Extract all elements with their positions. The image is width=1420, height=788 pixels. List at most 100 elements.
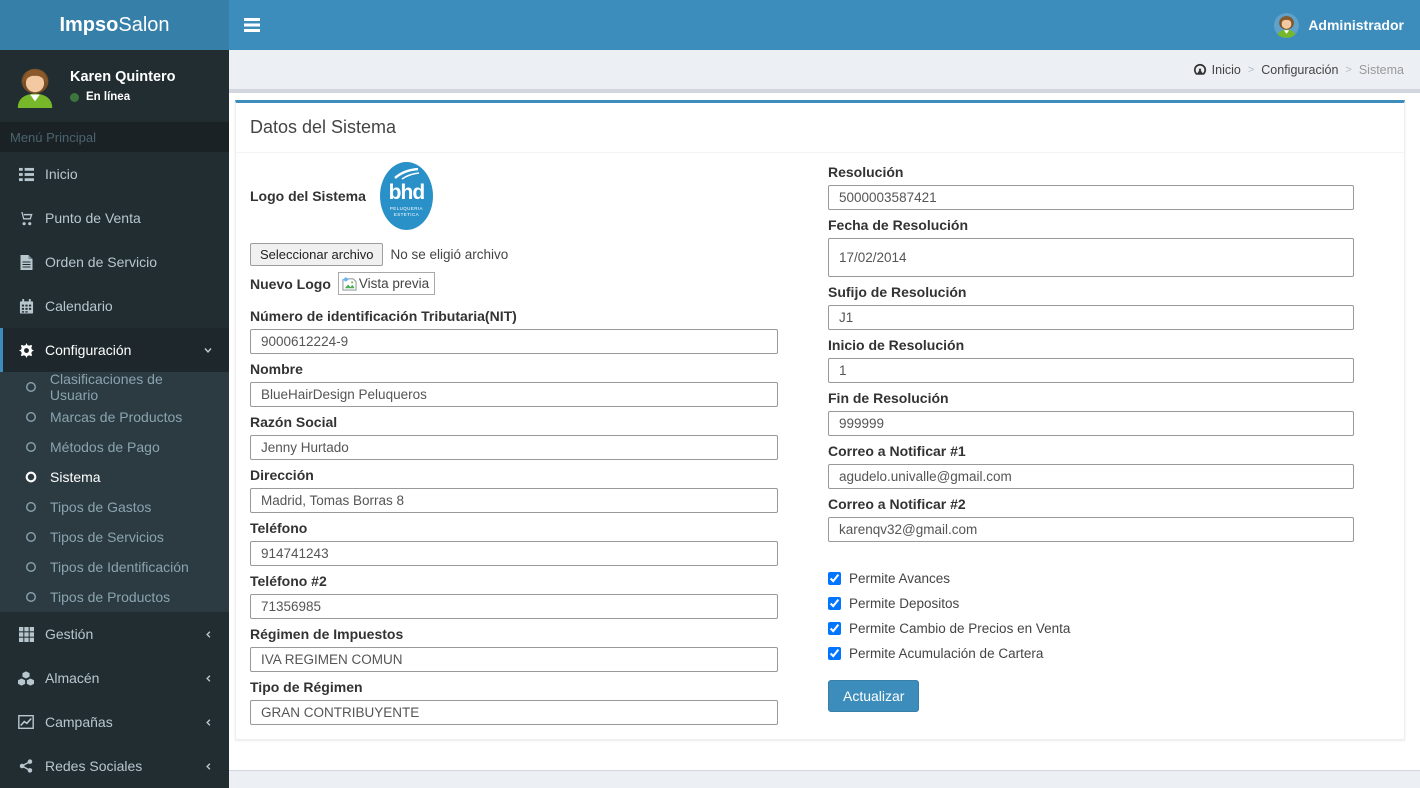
sidebar-user-panel: Karen Quintero En línea: [0, 50, 229, 122]
page-title: Datos del Sistema: [236, 103, 1404, 153]
header-user-menu[interactable]: Administrador: [1258, 0, 1420, 50]
new-logo-row: Nuevo Logo Vista previa: [250, 272, 778, 295]
circle-icon: [20, 411, 42, 423]
checkbox-label: Permite Depositos: [849, 596, 960, 611]
field-correo-2: Correo a Notificar #2: [828, 497, 1354, 542]
chevron-left-icon: [203, 629, 214, 640]
logo-label: Logo del Sistema: [250, 188, 366, 204]
chevron-down-icon: [202, 344, 214, 356]
field-razon-social: Razón Social: [250, 415, 778, 460]
system-logo-image: bhd PELUQUERIA ESTETICA: [379, 162, 433, 230]
sidebar-item-redes-sociales[interactable]: Redes Sociales: [0, 744, 229, 788]
circle-icon: [20, 531, 42, 543]
submenu-item-marcas-de-productos[interactable]: Marcas de Productos: [0, 402, 229, 432]
regimen-impuestos-input[interactable]: [250, 647, 778, 672]
submenu-item-label: Métodos de Pago: [50, 439, 160, 455]
logo-text: bhd: [388, 181, 425, 204]
submenu-item-metodos-de-pago[interactable]: Métodos de Pago: [0, 432, 229, 462]
submenu-item-tipos-de-gastos[interactable]: Tipos de Gastos: [0, 492, 229, 522]
brand-light: Salon: [118, 13, 170, 36]
navbar: Administrador: [229, 0, 1420, 50]
file-icon: [15, 254, 37, 270]
checkbox-label: Permite Cambio de Precios en Venta: [849, 621, 1071, 636]
sidebar-item-punto-de-venta[interactable]: Punto de Venta: [0, 196, 229, 240]
telefono-2-input[interactable]: [250, 594, 778, 619]
submenu-item-label: Sistema: [50, 469, 101, 485]
resolucion-input[interactable]: [828, 185, 1354, 210]
sidebar-item-label: Punto de Venta: [45, 210, 141, 226]
sidebar-item-configuracion[interactable]: Configuración: [0, 328, 229, 372]
breadcrumb: Inicio > Configuración > Sistema: [1193, 63, 1404, 77]
inicio-resolucion-input[interactable]: [828, 358, 1354, 383]
sidebar-item-gestion[interactable]: Gestión: [0, 612, 229, 656]
woman-avatar-icon: [12, 63, 58, 109]
submenu-item-label: Tipos de Identificación: [50, 559, 189, 575]
sidebar-item-orden-de-servicio[interactable]: Orden de Servicio: [0, 240, 229, 284]
form-left-column: Logo del Sistema bhd PELUQUERIA ESTETICA …: [250, 159, 778, 725]
broken-image-icon: [342, 276, 357, 291]
submenu-item-sistema[interactable]: Sistema: [0, 462, 229, 492]
sidebar-item-label: Gestión: [45, 626, 94, 642]
nit-input[interactable]: [250, 329, 778, 354]
field-label: Resolución: [828, 164, 904, 180]
submenu-item-tipos-de-identificacion[interactable]: Tipos de Identificación: [0, 552, 229, 582]
direccion-input[interactable]: [250, 488, 778, 513]
nombre-input[interactable]: [250, 382, 778, 407]
user-status[interactable]: En línea: [70, 91, 176, 103]
field-label: Correo a Notificar #1: [828, 443, 966, 459]
circle-icon: [20, 501, 42, 513]
submenu-item-tipos-de-servicios[interactable]: Tipos de Servicios: [0, 522, 229, 552]
breadcrumb-inicio[interactable]: Inicio: [1193, 63, 1241, 77]
breadcrumb-label: Configuración: [1261, 62, 1339, 77]
circle-icon: [20, 591, 42, 603]
circle-icon: [20, 471, 42, 483]
sidebar-item-label: Orden de Servicio: [45, 254, 158, 270]
main-header: Impso Salon Administrador: [0, 0, 1420, 50]
gear-icon: [15, 342, 37, 358]
correo-2-input[interactable]: [828, 517, 1354, 542]
checkbox-permite-avances[interactable]: Permite Avances: [828, 566, 1354, 591]
sidebar-toggle-button[interactable]: [229, 0, 275, 50]
checkbox-permite-cambio-precios[interactable]: Permite Cambio de Precios en Venta: [828, 616, 1354, 641]
breadcrumb-configuracion[interactable]: Configuración: [1261, 63, 1338, 77]
field-inicio-resolucion: Inicio de Resolución: [828, 338, 1354, 383]
sidebar-section-label: Menú Principal: [0, 122, 229, 152]
field-correo-1: Correo a Notificar #1: [828, 444, 1354, 489]
fecha-resolucion-input[interactable]: [828, 238, 1354, 277]
logo-file-input: Seleccionar archivo No se eligió archivo: [250, 243, 778, 266]
permite-acumulacion-checkbox[interactable]: [828, 647, 841, 660]
tipo-regimen-input[interactable]: [250, 700, 778, 725]
brand-bold: Impso: [59, 13, 119, 36]
sidebar-item-campanas[interactable]: Campañas: [0, 700, 229, 744]
actualizar-button[interactable]: Actualizar: [828, 680, 920, 712]
sidebar-item-calendario[interactable]: Calendario: [0, 284, 229, 328]
sidebar-item-almacen[interactable]: Almacén: [0, 656, 229, 700]
brand-logo[interactable]: Impso Salon: [0, 0, 229, 50]
correo-1-input[interactable]: [828, 464, 1354, 489]
grid-icon: [15, 626, 37, 642]
permite-avances-checkbox[interactable]: [828, 572, 841, 585]
field-direccion: Dirección: [250, 468, 778, 513]
system-data-panel: Datos del Sistema Logo del Sistema bhd P…: [235, 100, 1405, 740]
submenu-item-clasificaciones-de-usuario[interactable]: Clasificaciones de Usuario: [0, 371, 229, 403]
select-file-button[interactable]: Seleccionar archivo: [250, 243, 384, 266]
chevron-left-icon: [203, 761, 214, 772]
checkbox-permite-depositos[interactable]: Permite Depositos: [828, 591, 1354, 616]
sufijo-resolucion-input[interactable]: [828, 305, 1354, 330]
submenu-item-tipos-de-productos[interactable]: Tipos de Productos: [0, 582, 229, 612]
field-resolucion: Resolución: [828, 165, 1354, 210]
sidebar-item-inicio[interactable]: Inicio: [0, 152, 229, 196]
field-telefono: Teléfono: [250, 521, 778, 566]
header-user-label: Administrador: [1308, 17, 1404, 33]
razon-social-input[interactable]: [250, 435, 778, 460]
breadcrumb-current: Sistema: [1358, 62, 1404, 77]
breadcrumb-separator: >: [1247, 63, 1255, 76]
fin-resolucion-input[interactable]: [828, 411, 1354, 436]
checkbox-permite-acumulacion[interactable]: Permite Acumulación de Cartera: [828, 641, 1354, 666]
field-telefono-2: Teléfono #2: [250, 574, 778, 619]
telefono-input[interactable]: [250, 541, 778, 566]
permite-depositos-checkbox[interactable]: [828, 597, 841, 610]
field-nombre: Nombre: [250, 362, 778, 407]
permite-cambio-precios-checkbox[interactable]: [828, 622, 841, 635]
sidebar-item-label: Configuración: [45, 342, 132, 358]
